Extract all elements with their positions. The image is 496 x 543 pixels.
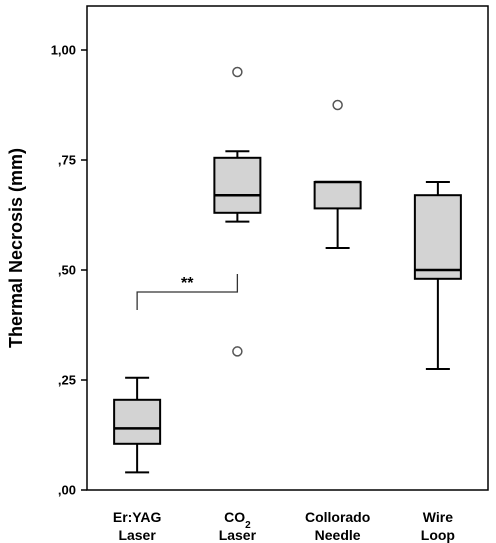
box bbox=[113, 398, 162, 445]
y-tick-label: 1,00 bbox=[51, 43, 76, 58]
box bbox=[313, 181, 362, 210]
outlier-point bbox=[332, 99, 343, 111]
category-label-line2: Laser bbox=[118, 527, 156, 543]
category-label-line2: Needle bbox=[315, 527, 361, 543]
category-label: Wire bbox=[423, 509, 453, 525]
y-tick-label: ,25 bbox=[58, 373, 76, 388]
y-axis-title: Thermal Necrosis (mm) bbox=[6, 148, 26, 348]
significance-bracket bbox=[136, 274, 239, 310]
y-tick-label: ,75 bbox=[58, 153, 76, 168]
significance-label: ** bbox=[181, 275, 194, 292]
plot-frame bbox=[86, 5, 489, 491]
category-label: Er:YAG bbox=[113, 509, 162, 525]
category-label-line2: Loop bbox=[421, 527, 455, 543]
outlier-point bbox=[232, 346, 243, 357]
category-label: Collorado bbox=[305, 509, 370, 525]
outlier-point bbox=[232, 66, 243, 78]
box bbox=[413, 194, 462, 280]
y-tick-label: ,00 bbox=[58, 483, 76, 498]
box bbox=[213, 156, 262, 214]
y-tick-label: ,50 bbox=[58, 263, 76, 278]
category-label-line2: Laser bbox=[219, 527, 257, 543]
